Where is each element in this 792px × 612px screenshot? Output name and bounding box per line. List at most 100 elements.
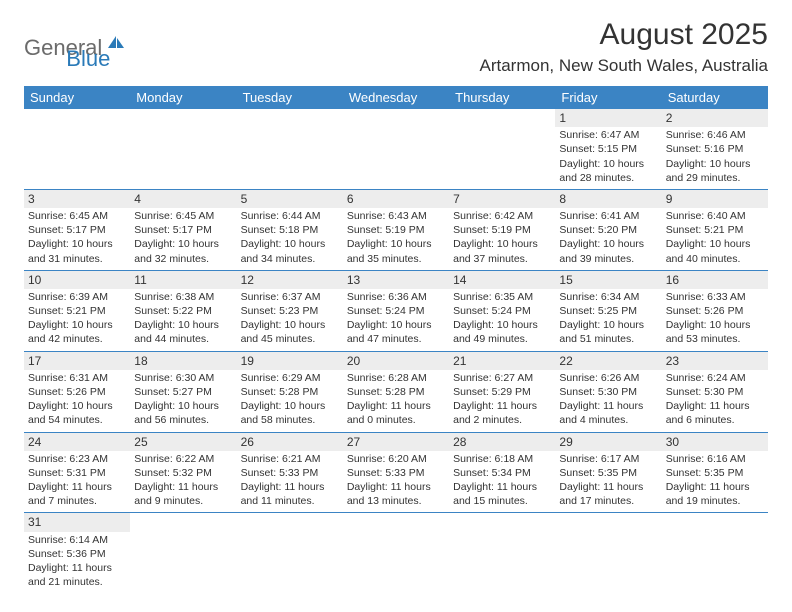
sunset-text: Sunset: 5:26 PM — [28, 385, 126, 399]
daylight-text: Daylight: 10 hours — [666, 237, 764, 251]
daylight-text: and 37 minutes. — [453, 252, 551, 266]
calendar-day: 24Sunrise: 6:23 AMSunset: 5:31 PMDayligh… — [24, 432, 130, 513]
sunrise-text: Sunrise: 6:17 AM — [559, 452, 657, 466]
day-number: 25 — [130, 433, 236, 451]
daylight-text: Daylight: 11 hours — [347, 480, 445, 494]
sunset-text: Sunset: 5:15 PM — [559, 142, 657, 156]
sunrise-text: Sunrise: 6:24 AM — [666, 371, 764, 385]
day-number: 17 — [24, 352, 130, 370]
sunset-text: Sunset: 5:22 PM — [134, 304, 232, 318]
sunset-text: Sunset: 5:33 PM — [347, 466, 445, 480]
sunset-text: Sunset: 5:27 PM — [134, 385, 232, 399]
day-header: Saturday — [662, 86, 768, 109]
daylight-text: Daylight: 11 hours — [666, 399, 764, 413]
sunrise-text: Sunrise: 6:41 AM — [559, 209, 657, 223]
daylight-text: Daylight: 11 hours — [559, 399, 657, 413]
calendar-empty — [130, 513, 236, 593]
sunrise-text: Sunrise: 6:40 AM — [666, 209, 764, 223]
daylight-text: and 29 minutes. — [666, 171, 764, 185]
daylight-text: and 39 minutes. — [559, 252, 657, 266]
sunset-text: Sunset: 5:35 PM — [666, 466, 764, 480]
daylight-text: and 7 minutes. — [28, 494, 126, 508]
daylight-text: and 53 minutes. — [666, 332, 764, 346]
sunset-text: Sunset: 5:36 PM — [28, 547, 126, 561]
daylight-text: Daylight: 11 hours — [347, 399, 445, 413]
day-header: Friday — [555, 86, 661, 109]
daylight-text: Daylight: 11 hours — [453, 480, 551, 494]
daylight-text: Daylight: 10 hours — [241, 237, 339, 251]
sunset-text: Sunset: 5:19 PM — [453, 223, 551, 237]
day-number: 3 — [24, 190, 130, 208]
daylight-text: and 54 minutes. — [28, 413, 126, 427]
calendar-day: 1Sunrise: 6:47 AMSunset: 5:15 PMDaylight… — [555, 109, 661, 189]
sunset-text: Sunset: 5:21 PM — [28, 304, 126, 318]
calendar-empty — [237, 109, 343, 189]
calendar-empty — [449, 109, 555, 189]
daylight-text: Daylight: 10 hours — [241, 399, 339, 413]
calendar-week: 10Sunrise: 6:39 AMSunset: 5:21 PMDayligh… — [24, 270, 768, 351]
day-number: 4 — [130, 190, 236, 208]
daylight-text: Daylight: 10 hours — [347, 237, 445, 251]
daylight-text: and 2 minutes. — [453, 413, 551, 427]
daylight-text: and 42 minutes. — [28, 332, 126, 346]
day-number: 23 — [662, 352, 768, 370]
daylight-text: and 13 minutes. — [347, 494, 445, 508]
sunrise-text: Sunrise: 6:33 AM — [666, 290, 764, 304]
calendar-empty — [449, 513, 555, 593]
daylight-text: and 21 minutes. — [28, 575, 126, 589]
sunrise-text: Sunrise: 6:34 AM — [559, 290, 657, 304]
day-number: 10 — [24, 271, 130, 289]
calendar-week: 17Sunrise: 6:31 AMSunset: 5:26 PMDayligh… — [24, 351, 768, 432]
sunset-text: Sunset: 5:25 PM — [559, 304, 657, 318]
day-number: 1 — [555, 109, 661, 127]
daylight-text: Daylight: 10 hours — [134, 399, 232, 413]
daylight-text: and 45 minutes. — [241, 332, 339, 346]
calendar-day: 31Sunrise: 6:14 AMSunset: 5:36 PMDayligh… — [24, 513, 130, 593]
calendar-week: 31Sunrise: 6:14 AMSunset: 5:36 PMDayligh… — [24, 513, 768, 593]
daylight-text: and 40 minutes. — [666, 252, 764, 266]
day-number: 5 — [237, 190, 343, 208]
calendar-day: 5Sunrise: 6:44 AMSunset: 5:18 PMDaylight… — [237, 189, 343, 270]
calendar-day: 19Sunrise: 6:29 AMSunset: 5:28 PMDayligh… — [237, 351, 343, 432]
sunrise-text: Sunrise: 6:46 AM — [666, 128, 764, 142]
daylight-text: and 4 minutes. — [559, 413, 657, 427]
calendar-day: 12Sunrise: 6:37 AMSunset: 5:23 PMDayligh… — [237, 270, 343, 351]
calendar-day: 2Sunrise: 6:46 AMSunset: 5:16 PMDaylight… — [662, 109, 768, 189]
calendar-week: 24Sunrise: 6:23 AMSunset: 5:31 PMDayligh… — [24, 432, 768, 513]
day-number: 26 — [237, 433, 343, 451]
day-number: 16 — [662, 271, 768, 289]
day-header: Tuesday — [237, 86, 343, 109]
daylight-text: and 56 minutes. — [134, 413, 232, 427]
day-number: 6 — [343, 190, 449, 208]
sunset-text: Sunset: 5:24 PM — [347, 304, 445, 318]
sunrise-text: Sunrise: 6:45 AM — [134, 209, 232, 223]
sunrise-text: Sunrise: 6:38 AM — [134, 290, 232, 304]
day-number: 27 — [343, 433, 449, 451]
sunset-text: Sunset: 5:33 PM — [241, 466, 339, 480]
daylight-text: Daylight: 10 hours — [666, 157, 764, 171]
sunset-text: Sunset: 5:32 PM — [134, 466, 232, 480]
header: General Blue August 2025 Artarmon, New S… — [24, 18, 768, 76]
daylight-text: Daylight: 10 hours — [453, 318, 551, 332]
sunrise-text: Sunrise: 6:43 AM — [347, 209, 445, 223]
sunrise-text: Sunrise: 6:44 AM — [241, 209, 339, 223]
sunset-text: Sunset: 5:21 PM — [666, 223, 764, 237]
daylight-text: Daylight: 11 hours — [559, 480, 657, 494]
sunrise-text: Sunrise: 6:14 AM — [28, 533, 126, 547]
daylight-text: Daylight: 10 hours — [134, 237, 232, 251]
sunset-text: Sunset: 5:28 PM — [241, 385, 339, 399]
calendar-day: 27Sunrise: 6:20 AMSunset: 5:33 PMDayligh… — [343, 432, 449, 513]
day-number: 8 — [555, 190, 661, 208]
daylight-text: Daylight: 10 hours — [559, 237, 657, 251]
sunset-text: Sunset: 5:19 PM — [347, 223, 445, 237]
sunrise-text: Sunrise: 6:23 AM — [28, 452, 126, 466]
day-header-row: SundayMondayTuesdayWednesdayThursdayFrid… — [24, 86, 768, 109]
calendar-day: 28Sunrise: 6:18 AMSunset: 5:34 PMDayligh… — [449, 432, 555, 513]
day-number: 22 — [555, 352, 661, 370]
month-title: August 2025 — [480, 18, 769, 52]
sunrise-text: Sunrise: 6:42 AM — [453, 209, 551, 223]
day-header: Thursday — [449, 86, 555, 109]
calendar-day: 9Sunrise: 6:40 AMSunset: 5:21 PMDaylight… — [662, 189, 768, 270]
sunrise-text: Sunrise: 6:22 AM — [134, 452, 232, 466]
daylight-text: Daylight: 10 hours — [28, 318, 126, 332]
